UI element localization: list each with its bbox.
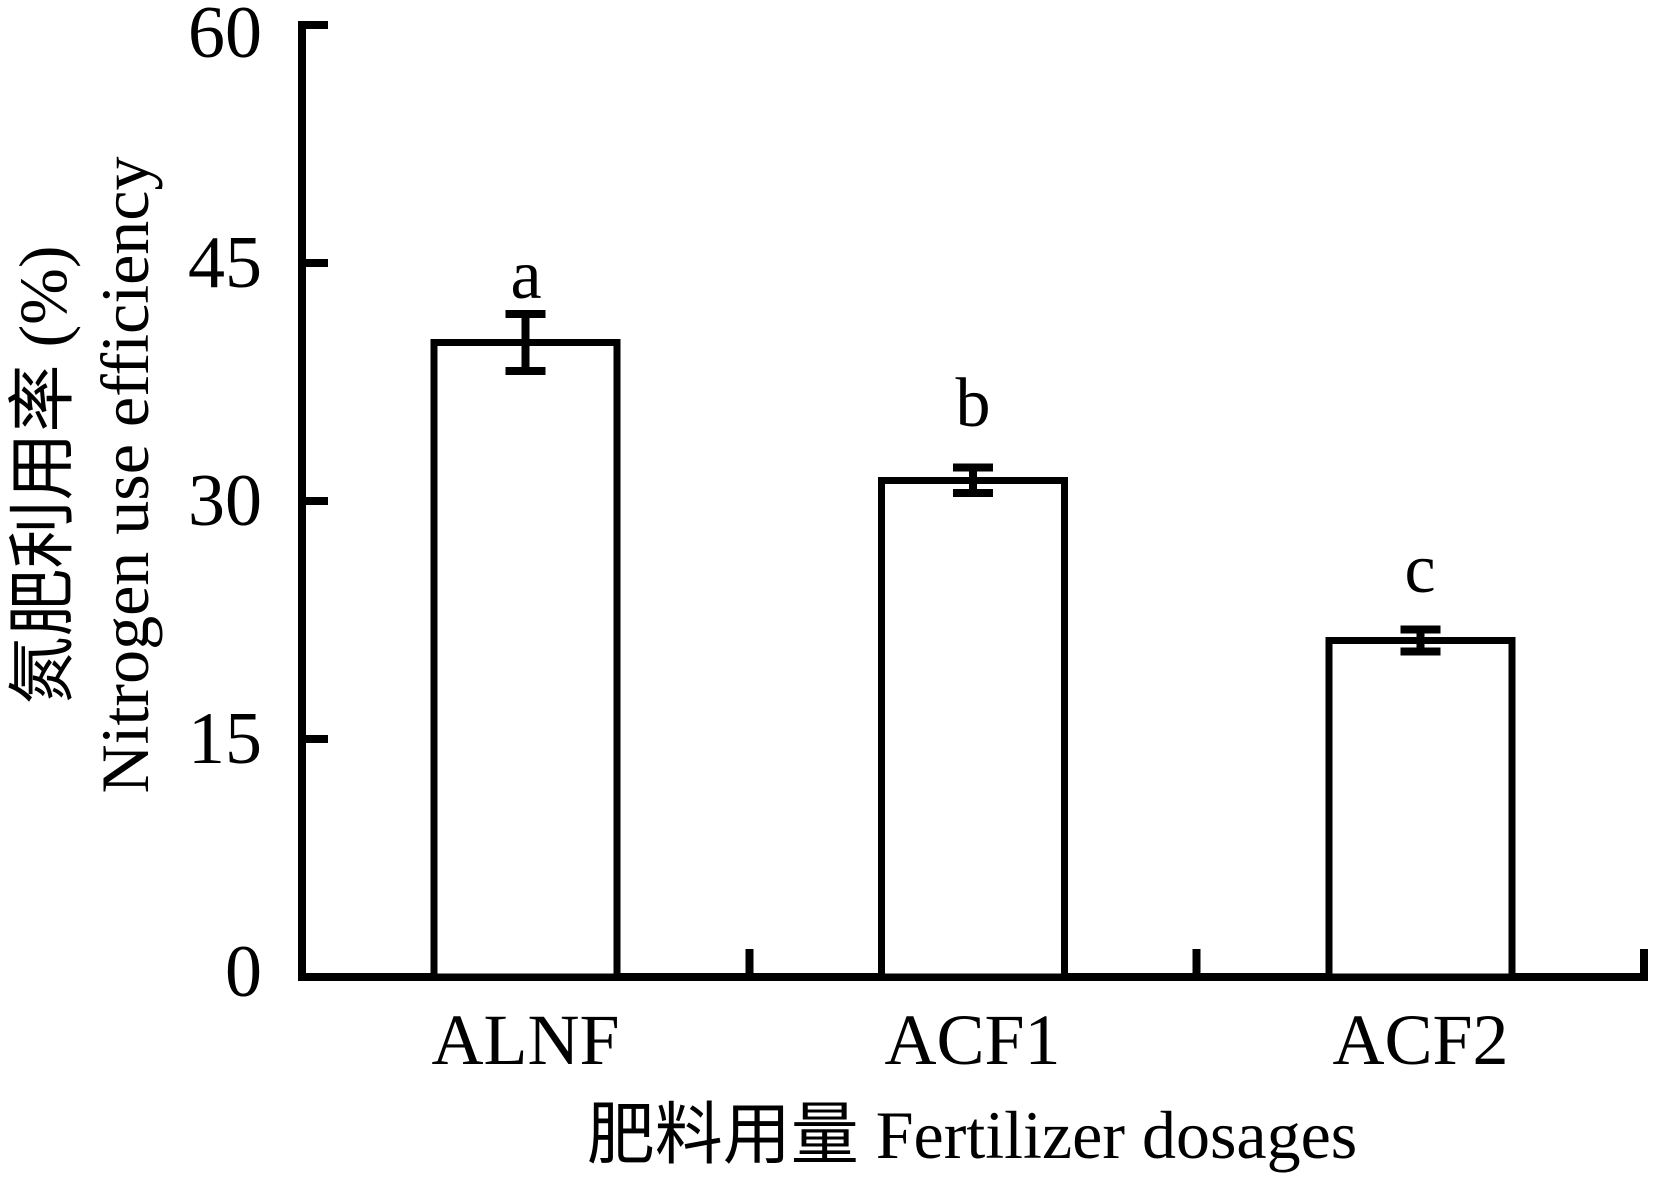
y-tick-label-60: 60 [188, 0, 262, 74]
x-tick-label-acf2: ACF2 [1332, 1000, 1509, 1080]
x-axis-title: 肥料用量 Fertilizer dosages [586, 1097, 1358, 1173]
y-axis-title-en: Nitrogen use efficiency [87, 156, 163, 794]
sig-letter-acf2: c [1404, 531, 1436, 608]
bar-acf2 [1325, 637, 1516, 981]
sig-letter-alnf: a [510, 237, 542, 314]
y-tick-label-15: 15 [188, 698, 262, 780]
x-tick-label-alnf: ALNF [431, 1000, 620, 1080]
sig-letter-acf1: b [955, 365, 991, 442]
bar-acf1 [878, 476, 1068, 981]
y-tick-label-30: 30 [188, 460, 262, 542]
y-tick-label-45: 45 [188, 222, 262, 304]
y-axis-title-zh: 氮肥利用率 (%) [5, 245, 81, 705]
x-tick-label-acf1: ACF1 [884, 1000, 1061, 1080]
bar-alnf [430, 338, 621, 981]
y-tick-label-0: 0 [225, 931, 262, 1013]
